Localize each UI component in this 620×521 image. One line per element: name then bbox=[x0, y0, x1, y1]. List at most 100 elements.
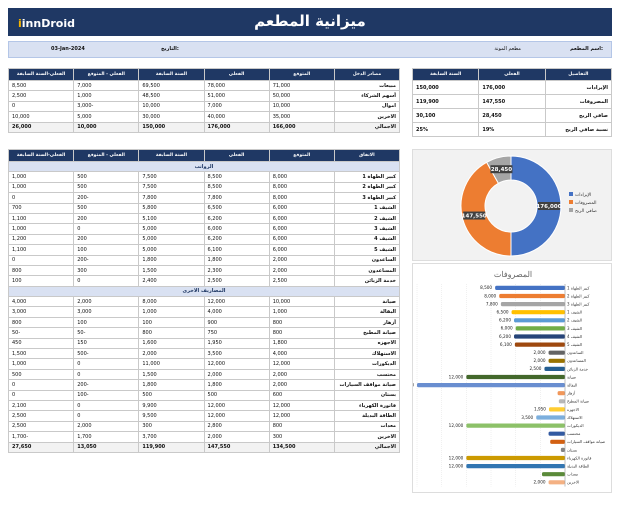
bar[interactable] bbox=[548, 350, 565, 355]
cell-value[interactable]: 1,950 bbox=[203, 337, 270, 350]
cell-value[interactable]: 6,200 bbox=[203, 233, 270, 246]
cell-value[interactable]: 5,100 bbox=[138, 212, 205, 225]
cell-value[interactable]: 176,000 bbox=[203, 121, 270, 133]
bar[interactable] bbox=[548, 407, 565, 412]
cell-value[interactable]: -50 bbox=[7, 327, 75, 339]
bar[interactable] bbox=[500, 302, 565, 307]
cell-value[interactable]: 8,500 bbox=[203, 181, 270, 194]
cell-value[interactable]: 12,000 bbox=[203, 399, 270, 412]
bar[interactable] bbox=[515, 326, 565, 331]
bar[interactable] bbox=[499, 293, 565, 299]
bar[interactable] bbox=[560, 447, 565, 452]
cell-value[interactable]: 10,000 bbox=[268, 100, 335, 113]
cell-value[interactable]: 2,400 bbox=[138, 275, 205, 287]
cell-value[interactable]: 2,500 bbox=[7, 420, 75, 433]
cell-value[interactable]: 166,000 bbox=[268, 121, 335, 133]
bar[interactable] bbox=[514, 318, 565, 323]
cell-value[interactable]: 6,000 bbox=[268, 212, 335, 225]
cell-value[interactable]: 1,800 bbox=[138, 254, 205, 266]
bar[interactable] bbox=[466, 455, 565, 461]
cell-value[interactable]: 1,600 bbox=[138, 337, 205, 350]
cell-value[interactable]: 2,500 bbox=[203, 275, 270, 287]
cell-value[interactable]: -100 bbox=[73, 389, 140, 402]
bar[interactable] bbox=[514, 342, 565, 347]
cell-value[interactable]: 12,000 bbox=[268, 358, 335, 370]
cell-value[interactable]: 1,000 bbox=[7, 181, 75, 194]
cell-value[interactable]: 7,000 bbox=[203, 100, 270, 113]
cell-value[interactable]: 150 bbox=[73, 337, 140, 350]
cell-value[interactable]: 11,000 bbox=[138, 358, 205, 370]
cell-value[interactable]: 150,000 bbox=[411, 80, 480, 95]
cell-value[interactable]: 7,500 bbox=[138, 171, 205, 183]
cell-value[interactable]: -1,700 bbox=[7, 431, 75, 443]
cell-value[interactable]: 9,500 bbox=[138, 410, 205, 422]
bar[interactable] bbox=[511, 310, 565, 315]
cell-value[interactable]: 7,800 bbox=[203, 192, 270, 204]
cell-value[interactable]: 78,000 bbox=[203, 79, 270, 92]
cell-value[interactable]: 2,800 bbox=[203, 420, 270, 433]
cell-value[interactable]: 0 bbox=[73, 358, 140, 370]
cell-value[interactable]: 48,500 bbox=[138, 90, 205, 102]
cell-value[interactable]: 1,000 bbox=[7, 358, 75, 370]
cell-value[interactable]: 0 bbox=[7, 192, 75, 204]
cell-value[interactable]: 12,000 bbox=[203, 358, 270, 370]
bar[interactable] bbox=[548, 431, 565, 436]
cell-value[interactable]: 1,500 bbox=[138, 368, 205, 381]
cell-value[interactable]: 10,000 bbox=[73, 121, 140, 133]
bar[interactable] bbox=[548, 480, 565, 485]
cell-value[interactable]: 1,800 bbox=[138, 379, 205, 391]
cell-value[interactable]: 2,000 bbox=[268, 264, 335, 277]
cell-value[interactable]: 147,550 bbox=[478, 94, 546, 109]
cell-value[interactable]: 200 bbox=[73, 233, 140, 246]
cell-value[interactable]: 27,650 bbox=[7, 441, 75, 453]
cell-value[interactable]: 6,200 bbox=[203, 212, 270, 225]
cell-value[interactable]: 500 bbox=[203, 389, 270, 402]
cell-value[interactable]: 12,000 bbox=[268, 399, 335, 412]
cell-value[interactable]: 500 bbox=[138, 389, 205, 402]
cell-value[interactable]: 100 bbox=[73, 244, 140, 256]
bar[interactable] bbox=[536, 415, 565, 420]
bar[interactable] bbox=[541, 472, 565, 477]
cell-value[interactable]: 6,000 bbox=[268, 244, 335, 256]
bar[interactable] bbox=[550, 439, 565, 444]
cell-value[interactable]: 0 bbox=[7, 389, 75, 402]
cell-value[interactable]: 5,000 bbox=[138, 233, 205, 246]
bar[interactable] bbox=[417, 383, 565, 388]
bar[interactable] bbox=[495, 285, 565, 290]
cell-value[interactable]: 147,550 bbox=[203, 441, 270, 453]
cell-value[interactable]: 10,000 bbox=[268, 296, 335, 308]
bar[interactable] bbox=[557, 391, 565, 396]
cell-value[interactable]: 8,000 bbox=[268, 171, 335, 183]
cell-value[interactable]: 51,000 bbox=[203, 90, 270, 102]
cell-value[interactable]: 2,100 bbox=[7, 399, 75, 412]
cell-value[interactable]: -50 bbox=[73, 327, 140, 339]
bar[interactable] bbox=[466, 464, 565, 469]
cell-value[interactable]: 500 bbox=[73, 202, 140, 214]
cell-value[interactable]: 2,000 bbox=[138, 348, 205, 360]
cell-value[interactable]: 10,000 bbox=[138, 100, 205, 113]
cell-value[interactable]: 800 bbox=[268, 420, 335, 433]
cell-value[interactable]: 6,000 bbox=[203, 223, 270, 235]
cell-value[interactable]: 2,000 bbox=[73, 420, 140, 433]
cell-value[interactable]: 300 bbox=[73, 264, 140, 277]
cell-value[interactable]: 3,700 bbox=[138, 431, 205, 443]
cell-value[interactable]: 750 bbox=[203, 327, 270, 339]
cell-value[interactable]: 300 bbox=[138, 420, 205, 433]
cell-value[interactable]: 600 bbox=[268, 389, 335, 402]
cell-value[interactable]: 1,800 bbox=[203, 379, 270, 391]
cell-value[interactable]: 8,000 bbox=[138, 296, 205, 308]
cell-value[interactable]: 0 bbox=[73, 368, 140, 381]
cell-value[interactable]: 9,900 bbox=[138, 399, 205, 412]
cell-value[interactable]: 100 bbox=[73, 316, 140, 329]
cell-value[interactable]: 800 bbox=[138, 327, 205, 339]
cell-value[interactable]: 2,500 bbox=[268, 275, 335, 287]
cell-value[interactable]: 134,500 bbox=[268, 441, 335, 453]
cell-value[interactable]: 900 bbox=[203, 316, 270, 329]
cell-value[interactable]: 1,000 bbox=[73, 90, 140, 102]
cell-value[interactable]: 1,500 bbox=[7, 348, 75, 360]
cell-value[interactable]: 3,000 bbox=[73, 306, 140, 318]
bar[interactable] bbox=[514, 334, 565, 339]
cell-value[interactable]: 2,000 bbox=[268, 254, 335, 266]
bar[interactable] bbox=[544, 366, 565, 371]
cell-value[interactable]: 5,000 bbox=[138, 244, 205, 256]
